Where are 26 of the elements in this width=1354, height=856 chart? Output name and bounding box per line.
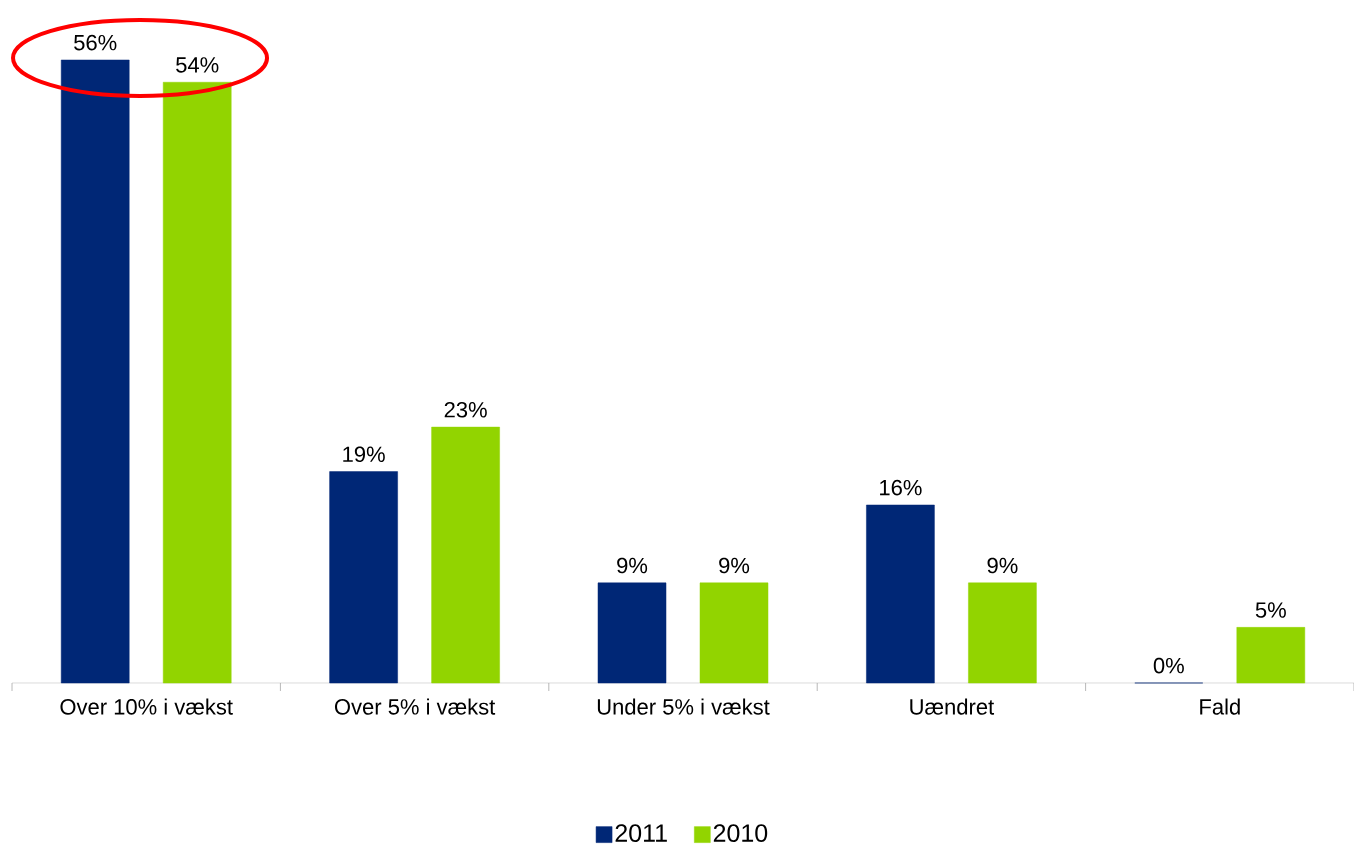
bar <box>968 582 1037 684</box>
bar <box>1236 627 1306 684</box>
bar <box>60 59 130 684</box>
data-label: 9% <box>987 557 1018 574</box>
data-label: 19% <box>343 446 385 463</box>
bar <box>162 81 232 684</box>
x-tick-label: Over 5% i vækst <box>334 698 496 715</box>
legend-label: 2011 <box>615 824 667 842</box>
data-label: 5% <box>1255 602 1286 618</box>
data-label: 56% <box>74 34 117 51</box>
data-label: 0% <box>1153 657 1184 674</box>
x-tick-label: Fald <box>1200 698 1240 715</box>
bar <box>329 471 398 684</box>
x-tick-label: Uændret <box>910 698 995 715</box>
data-label: 23% <box>444 401 487 418</box>
bar <box>597 582 667 684</box>
x-tick-label: Over 10% i vækst <box>60 698 233 715</box>
bar <box>866 504 935 684</box>
data-label: 54% <box>176 57 219 73</box>
legend-label: 2010 <box>713 824 768 842</box>
data-label: 9% <box>719 557 750 574</box>
bar <box>699 582 769 684</box>
bar <box>431 426 500 684</box>
data-label: 16% <box>880 479 922 496</box>
data-label: 9% <box>617 557 648 574</box>
x-tick-label: Under 5% i vækst <box>597 698 770 715</box>
